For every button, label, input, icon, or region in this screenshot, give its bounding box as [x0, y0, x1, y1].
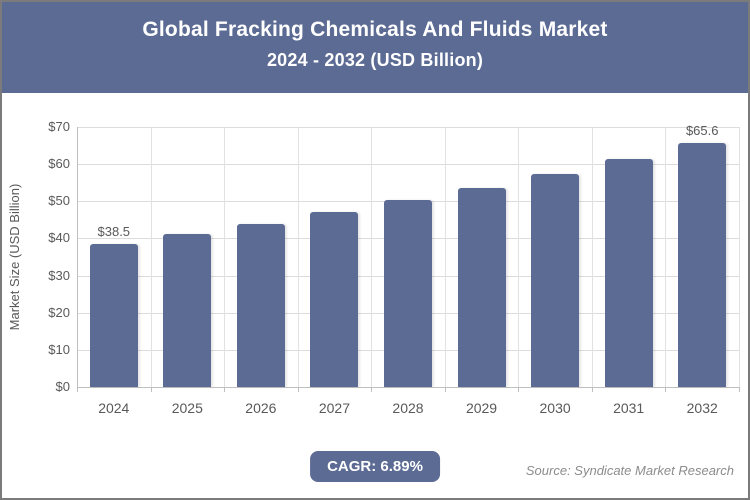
y-tick-label: $40: [48, 230, 70, 246]
chart-title: Global Fracking Chemicals And Fluids Mar…: [142, 18, 608, 41]
bar-2024: [89, 244, 138, 387]
y-tick-label: $10: [48, 341, 70, 357]
gridline-vertical: [444, 127, 446, 387]
x-axis-line: [77, 387, 739, 388]
x-tick-label: 2025: [171, 400, 203, 416]
chart-subtitle: 2024 - 2032 (USD Billion): [266, 50, 484, 70]
gridline-vertical: [150, 127, 152, 387]
chart-header: Global Fracking Chemicals And Fluids Mar…: [2, 2, 748, 93]
x-tick-label: 2032: [686, 400, 718, 416]
x-tick-label: 2027: [318, 400, 350, 416]
x-tick-label: 2030: [539, 400, 571, 416]
y-tick-label: $30: [48, 267, 70, 283]
y-tick-label: $0: [55, 379, 70, 394]
x-axis-tick: [739, 387, 740, 392]
y-tick-label: $70: [48, 119, 70, 134]
y-axis-line: [77, 127, 78, 392]
gridline-horizontal: [77, 164, 739, 166]
x-axis-tick: [591, 387, 593, 392]
y-tick-label: $60: [48, 156, 70, 172]
bar-value-label: $65.6: [685, 123, 719, 139]
x-tick-label: 2026: [245, 400, 277, 416]
bar-2026: [236, 223, 285, 387]
gridline-vertical: [224, 127, 226, 387]
gridline-horizontal: [77, 127, 739, 128]
bar-2030: [531, 173, 580, 387]
x-tick-label: 2029: [465, 400, 498, 416]
x-axis-tick: [371, 387, 373, 392]
gridline-vertical: [739, 127, 740, 387]
x-axis-tick: [77, 387, 78, 392]
x-axis-tick: [297, 387, 299, 392]
bar-2028: [384, 200, 432, 387]
source-attribution: Source: Syndicate Market Research: [525, 463, 734, 478]
x-axis-tick: [444, 387, 446, 392]
bar-2029: [457, 187, 506, 387]
gridline-vertical: [591, 127, 593, 387]
x-axis-tick: [665, 387, 667, 392]
cagr-badge: CAGR: 6.89%: [310, 451, 440, 482]
bar-2032: [678, 143, 727, 387]
x-tick-label: 2028: [392, 400, 424, 416]
x-tick-label: 2031: [613, 400, 645, 416]
x-axis-tick: [518, 387, 520, 392]
y-tick-label: $50: [48, 193, 70, 209]
bar-2027: [310, 212, 359, 387]
gridline-vertical: [371, 127, 373, 387]
x-axis-tick: [150, 387, 152, 392]
bar-2025: [163, 233, 212, 387]
gridline-vertical: [297, 127, 299, 387]
y-tick-label: $20: [48, 304, 70, 320]
cagr-label: CAGR: 6.89%: [327, 458, 423, 475]
gridline-vertical: [518, 127, 520, 387]
x-axis-tick: [224, 387, 226, 392]
bar-value-label: $38.5: [97, 224, 131, 239]
bar-2031: [604, 158, 653, 387]
x-tick-label: 2024: [98, 400, 130, 416]
gridline-vertical: [665, 127, 667, 387]
